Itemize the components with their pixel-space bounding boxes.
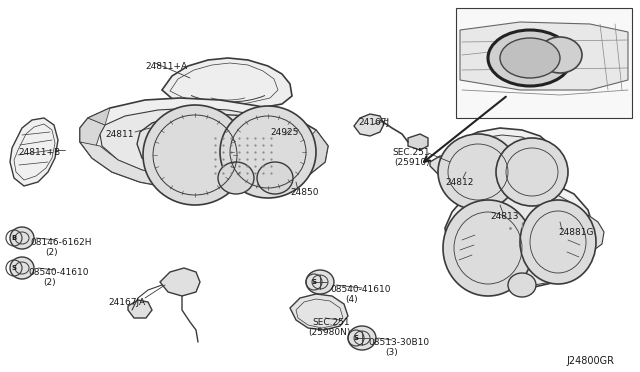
Polygon shape [460,22,628,90]
Polygon shape [408,134,428,150]
Ellipse shape [306,270,334,294]
Ellipse shape [488,30,572,86]
Polygon shape [354,114,384,136]
Polygon shape [272,128,302,148]
Ellipse shape [220,106,316,198]
Polygon shape [588,215,604,250]
Polygon shape [430,156,456,174]
Polygon shape [160,268,200,296]
Text: 24167JA: 24167JA [108,298,145,307]
Ellipse shape [443,200,533,296]
Polygon shape [290,294,348,330]
Polygon shape [137,114,308,182]
Text: J24800GR: J24800GR [566,356,614,366]
Ellipse shape [538,37,582,73]
Text: 24167J: 24167J [358,118,389,127]
Bar [456,8,632,118]
Text: 24811: 24811 [105,130,134,139]
Polygon shape [128,300,152,318]
Text: S: S [12,265,17,271]
Polygon shape [304,130,328,174]
Polygon shape [10,118,58,186]
Polygon shape [100,108,306,179]
Ellipse shape [500,38,560,78]
Ellipse shape [257,162,293,194]
Polygon shape [445,180,594,288]
Polygon shape [162,58,292,110]
Text: 08540-41610: 08540-41610 [28,268,88,277]
Polygon shape [88,108,110,125]
Ellipse shape [508,273,536,297]
Text: 08540-41610: 08540-41610 [330,285,390,294]
Text: 24881G: 24881G [558,228,593,237]
Ellipse shape [438,134,518,210]
Text: 24811+B: 24811+B [18,148,60,157]
Ellipse shape [10,227,34,249]
Polygon shape [80,98,328,190]
Text: 24850: 24850 [290,188,319,197]
Text: 08146-6162H: 08146-6162H [30,238,92,247]
Text: 24812: 24812 [445,178,474,187]
Polygon shape [450,135,550,204]
Ellipse shape [496,138,568,206]
Text: SEC.251: SEC.251 [312,318,349,327]
Text: (4): (4) [345,295,358,304]
Polygon shape [440,128,560,210]
Ellipse shape [10,257,34,279]
Text: B: B [12,235,17,241]
Polygon shape [453,188,587,286]
Text: S: S [353,335,358,341]
Ellipse shape [520,200,596,284]
Text: 08513-30B10: 08513-30B10 [368,338,429,347]
Polygon shape [80,142,310,190]
Text: S: S [312,279,317,285]
Text: (25980N): (25980N) [308,328,350,337]
Text: 24811+A: 24811+A [145,62,187,71]
Ellipse shape [143,105,247,205]
Ellipse shape [348,326,376,350]
Text: (3): (3) [385,348,397,357]
Text: (2): (2) [43,278,56,287]
Text: SEC.251: SEC.251 [392,148,429,157]
Text: (25910): (25910) [394,158,429,167]
Text: 24813: 24813 [490,212,518,221]
Polygon shape [80,118,105,158]
Ellipse shape [218,162,254,194]
Text: 24925: 24925 [270,128,298,137]
Text: (2): (2) [45,248,58,257]
